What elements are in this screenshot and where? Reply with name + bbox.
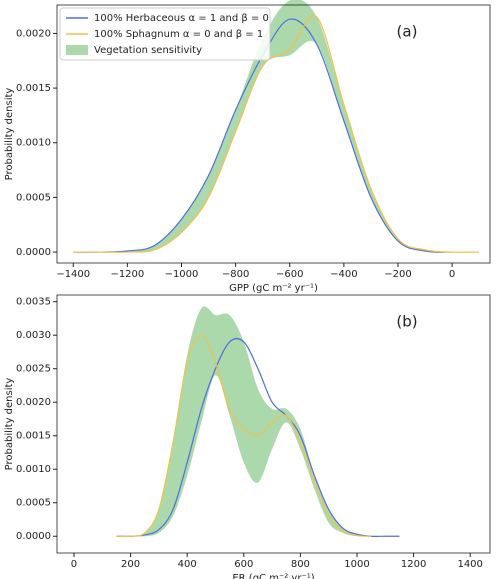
density-line: [116, 334, 372, 538]
legend-box: [59, 7, 271, 61]
x-tick-label: 600: [234, 559, 253, 570]
y-tick-label: 0.0030: [16, 330, 51, 341]
x-tick-label: 1400: [457, 559, 482, 570]
x-axis-label: ER (gC m⁻² yr⁻¹): [232, 573, 314, 579]
x-tick-label: 1000: [344, 559, 369, 570]
x-tick-label: −400: [330, 269, 357, 280]
x-tick-label: −1000: [165, 269, 199, 280]
y-tick-label: 0.0005: [16, 192, 51, 203]
y-tick-label: 0.0020: [16, 397, 51, 408]
axes-frame: [56, 294, 491, 554]
x-tick-label: −200: [384, 269, 411, 280]
sensitivity-band: [73, 0, 480, 253]
x-tick-label: −1400: [56, 269, 90, 280]
y-tick-label: 0.0000: [16, 247, 51, 258]
x-axis-label: GPP (gC m⁻² yr⁻¹): [229, 283, 318, 294]
y-tick-label: 0.0015: [16, 431, 51, 442]
x-tick-label: −800: [222, 269, 249, 280]
y-tick-label: 0.0020: [16, 28, 51, 39]
x-tick-label: 200: [121, 559, 140, 570]
density-line: [116, 337, 400, 537]
y-axis-label: Probability density: [4, 88, 15, 181]
axes-frame: [56, 4, 491, 264]
y-tick-label: 0.0035: [16, 297, 51, 308]
x-tick-label: 0: [449, 269, 455, 280]
y-tick-label: 0.0025: [16, 364, 51, 375]
x-tick-label: 400: [178, 559, 197, 570]
x-tick-label: 1200: [401, 559, 426, 570]
y-tick-label: 0.0010: [16, 138, 51, 149]
x-tick-label: −1200: [110, 269, 144, 280]
x-tick-label: −600: [276, 269, 303, 280]
x-tick-label: 0: [71, 559, 77, 570]
density-line: [73, 14, 480, 253]
legend-swatch: [66, 45, 88, 55]
legend-label: 100% Sphagnum α = 0 and β = 1: [94, 29, 263, 40]
y-tick-label: 0.0015: [16, 83, 51, 94]
y-tick-label: 0.0010: [16, 464, 51, 475]
legend-label: Vegetation sensitivity: [94, 45, 202, 56]
x-tick-label: 800: [291, 559, 310, 570]
legend-label: 100% Herbaceous α = 1 and β = 0: [94, 13, 269, 24]
y-tick-label: 0.0005: [16, 498, 51, 509]
y-tick-label: 0.0000: [16, 531, 51, 542]
y-axis-label: Probability density: [4, 378, 15, 471]
panel-label: (a): [397, 23, 418, 41]
panel-label: (b): [396, 313, 417, 331]
sensitivity-band: [116, 306, 400, 537]
